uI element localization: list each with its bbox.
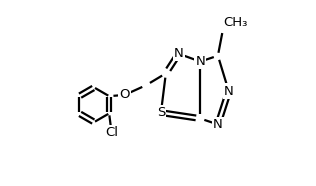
Text: N: N	[174, 47, 184, 60]
Text: O: O	[119, 89, 130, 102]
Text: S: S	[157, 106, 165, 119]
Text: N: N	[224, 84, 234, 97]
Text: N: N	[195, 55, 205, 68]
Text: N: N	[213, 118, 223, 131]
Text: CH₃: CH₃	[223, 16, 247, 29]
Text: Cl: Cl	[105, 126, 118, 139]
